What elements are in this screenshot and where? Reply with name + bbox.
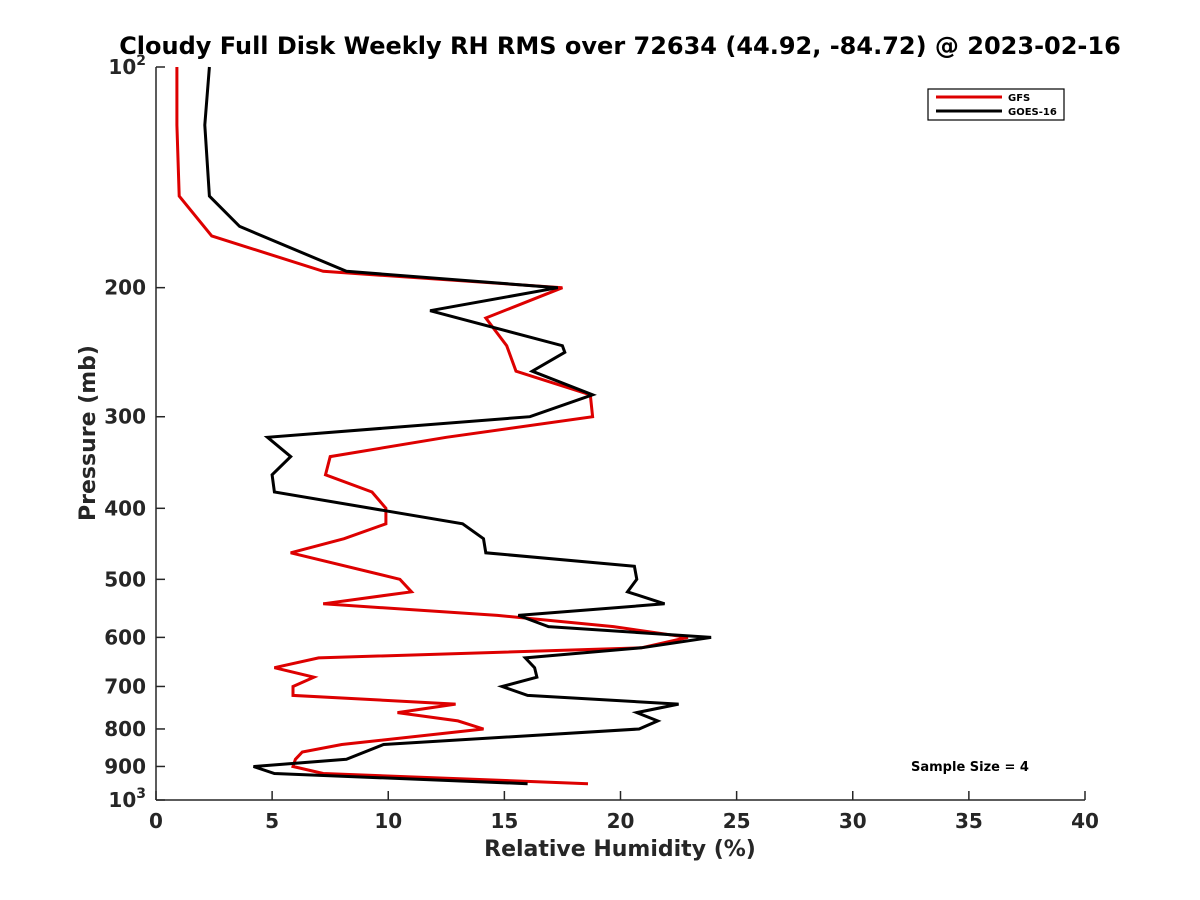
y-tick-label: 600 [104,625,146,649]
y-tick-label: 200 [104,276,146,300]
y-tick-label: 700 [104,674,146,698]
x-tick-label: 35 [955,809,983,833]
y-tick-label: 400 [104,496,146,520]
legend: GFS GOES-16 [927,88,1065,121]
x-tick-label: 0 [149,809,163,833]
x-axis-label: Relative Humidity (%) [484,837,756,862]
legend-label-goes-16: GOES-16 [1008,107,1057,118]
x-tick-label: 10 [374,809,402,833]
x-tick-label: 40 [1071,809,1099,833]
legend-label-gfs: GFS [1008,93,1030,104]
y-tick-label: 900 [104,754,146,778]
y-tick-label: 500 [104,567,146,591]
x-tick-label: 25 [723,809,751,833]
series-layer [175,66,712,786]
x-axis-ticks: 0 5 10 15 20 25 30 35 40 [149,791,1099,833]
y-axis-label: Pressure (mb) [76,345,101,521]
chart-title: Cloudy Full Disk Weekly RH RMS over 7263… [119,32,1121,60]
x-tick-label: 30 [839,809,867,833]
y-tick-label: 103 [108,786,146,812]
series-line-goes-16 [203,66,712,786]
series-line-gfs [175,67,689,786]
y-tick-label: 300 [104,405,146,429]
x-tick-label: 5 [265,809,279,833]
y-tick-label: 800 [104,717,146,741]
x-tick-label: 15 [490,809,518,833]
y-tick-label: 102 [108,53,146,79]
legend-box [927,88,1065,121]
y-axis-ticks: 102 200 300 400 500 600 700 800 900 103 [104,53,165,812]
sample-size-annotation: Sample Size = 4 [911,760,1029,775]
x-tick-label: 20 [607,809,635,833]
